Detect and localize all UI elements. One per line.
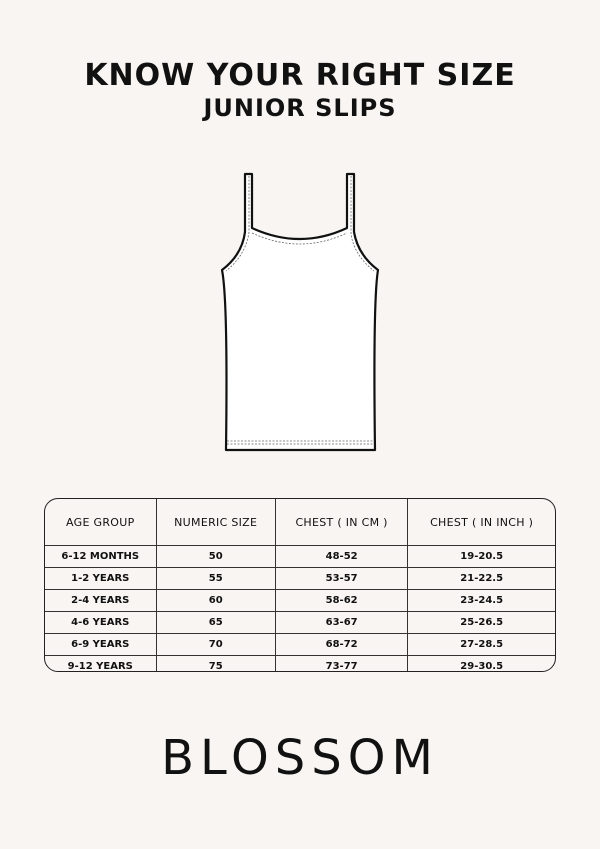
table-cell: 55	[155, 567, 276, 590]
table-cell: 9-12 YEARS	[45, 655, 157, 671]
table-cell: 65	[155, 611, 276, 634]
column-header: CHEST ( IN CM )	[274, 499, 409, 546]
table-cell: 4-6 YEARS	[45, 611, 157, 634]
table-cell: 27-28.5	[407, 633, 555, 656]
table-row: 6-12 MONTHS 50 48-52 19-20.5	[45, 545, 555, 568]
size-chart-table: AGE GROUP NUMERIC SIZE CHEST ( IN CM ) C…	[44, 498, 556, 672]
page-subtitle: JUNIOR SLIPS	[203, 94, 397, 122]
column-header: CHEST ( IN INCH )	[407, 499, 555, 546]
table-cell: 60	[155, 589, 276, 612]
table-cell: 25-26.5	[407, 611, 555, 634]
tank-top-slip-icon	[220, 172, 380, 452]
table-cell: 53-57	[274, 567, 409, 590]
table-cell: 70	[155, 633, 276, 656]
table-cell: 23-24.5	[407, 589, 555, 612]
brand-logo: BLOSSOM	[161, 730, 439, 786]
table-row: 6-9 YEARS 70 68-72 27-28.5	[45, 633, 555, 656]
table-row: 9-12 YEARS 75 73-77 29-30.5	[45, 655, 555, 671]
table-cell: 29-30.5	[407, 655, 555, 671]
table-cell: 6-12 MONTHS	[45, 545, 157, 568]
table-cell: 48-52	[274, 545, 409, 568]
table-cell: 2-4 YEARS	[45, 589, 157, 612]
table-header-row: AGE GROUP NUMERIC SIZE CHEST ( IN CM ) C…	[45, 499, 555, 546]
table-cell: 73-77	[274, 655, 409, 671]
table-cell: 68-72	[274, 633, 409, 656]
table-cell: 19-20.5	[407, 545, 555, 568]
table-cell: 75	[155, 655, 276, 671]
table-row: 4-6 YEARS 65 63-67 25-26.5	[45, 611, 555, 634]
column-header: AGE GROUP	[45, 499, 157, 546]
page-title: KNOW YOUR RIGHT SIZE	[84, 58, 516, 93]
table-row: 2-4 YEARS 60 58-62 23-24.5	[45, 589, 555, 612]
table-row: 1-2 YEARS 55 53-57 21-22.5	[45, 567, 555, 590]
table-cell: 6-9 YEARS	[45, 633, 157, 656]
table-cell: 63-67	[274, 611, 409, 634]
table-cell: 50	[155, 545, 276, 568]
table-cell: 21-22.5	[407, 567, 555, 590]
table-cell: 1-2 YEARS	[45, 567, 157, 590]
column-header: NUMERIC SIZE	[155, 499, 276, 546]
table-cell: 58-62	[274, 589, 409, 612]
